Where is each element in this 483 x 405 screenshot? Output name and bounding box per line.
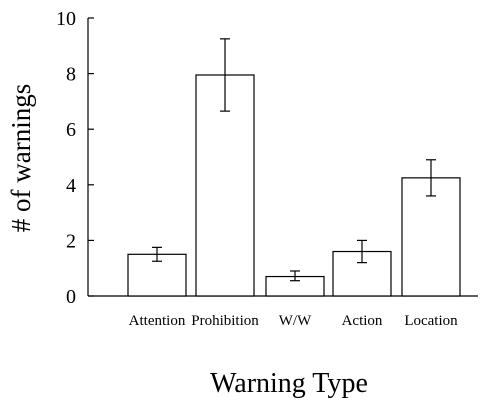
x-tick-label: W/W <box>279 313 312 329</box>
bar-location <box>401 177 461 297</box>
y-tick-label: 6 <box>66 119 76 141</box>
y-tick-labels: 0 2 4 6 8 10 <box>56 8 76 308</box>
x-tick-label: Action <box>342 313 383 329</box>
bar-prohibition <box>195 74 255 297</box>
y-tick-label: 2 <box>66 230 76 252</box>
y-tick-label: 8 <box>66 64 76 86</box>
chart-error-bars <box>152 38 436 282</box>
y-tick-label: 0 <box>66 286 76 308</box>
x-tick-label: Location <box>404 313 458 329</box>
x-tick-label: Prohibition <box>191 313 259 329</box>
y-tick-label: 10 <box>56 8 76 30</box>
y-tick-label: 4 <box>66 175 76 197</box>
x-tick-labels: Attention Prohibition W/W Action Location <box>129 313 458 329</box>
x-axis-title: Warning Type <box>210 368 368 399</box>
x-tick-label: Attention <box>129 313 186 329</box>
y-axis-title: # of warnings <box>6 84 36 232</box>
chart-bars <box>127 74 461 297</box>
